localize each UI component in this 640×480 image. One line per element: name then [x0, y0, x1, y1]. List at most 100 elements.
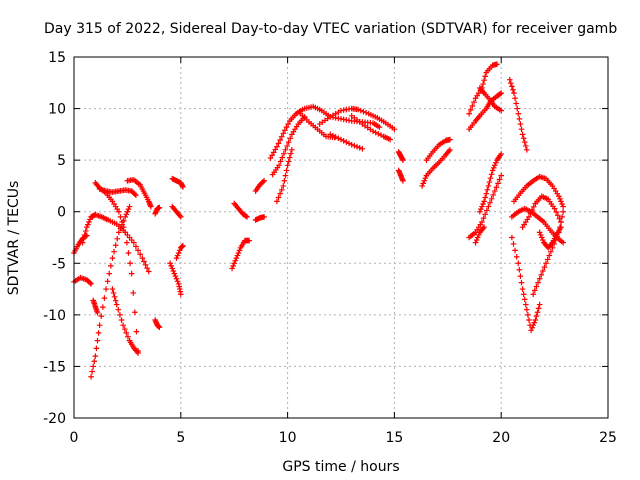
data-point — [555, 212, 561, 219]
data-point — [515, 260, 522, 267]
data-point — [482, 73, 488, 80]
data-point — [172, 273, 179, 279]
data-point — [544, 256, 551, 263]
data-point — [114, 235, 121, 242]
y-tick-label: 0 — [57, 205, 66, 221]
data-point — [119, 219, 125, 225]
data-point — [111, 294, 118, 300]
data-point — [284, 143, 290, 149]
data-point — [519, 286, 526, 292]
data-point — [87, 280, 93, 286]
data-point — [90, 363, 97, 370]
data-point — [548, 248, 554, 255]
data-point — [489, 167, 496, 174]
data-point — [560, 203, 566, 210]
data-point — [491, 162, 498, 169]
data-point — [514, 105, 521, 112]
data-point — [98, 313, 105, 319]
series-arc-41 — [511, 173, 566, 210]
data-point — [473, 237, 480, 243]
data-point — [123, 211, 130, 218]
data-point — [391, 126, 398, 132]
series-arc-13 — [169, 203, 184, 220]
data-point — [527, 210, 534, 217]
data-point — [487, 199, 493, 206]
data-point — [481, 224, 487, 230]
data-point — [482, 194, 488, 201]
data-point — [267, 155, 274, 161]
data-point — [534, 309, 541, 316]
data-point — [512, 247, 518, 254]
data-point — [232, 257, 239, 264]
data-point — [375, 131, 382, 137]
data-point — [528, 327, 534, 334]
data-point — [553, 209, 560, 215]
data-point — [120, 322, 126, 328]
data-point — [260, 179, 266, 185]
data-point — [491, 188, 498, 194]
data-point — [85, 221, 91, 228]
data-point — [354, 143, 360, 150]
series-arc-28 — [395, 149, 406, 163]
data-point — [95, 330, 102, 336]
data-point — [133, 328, 140, 335]
data-point — [376, 124, 383, 130]
data-point — [529, 207, 535, 213]
data-point — [117, 214, 124, 220]
y-tick-label: -20 — [43, 411, 66, 427]
data-point — [511, 90, 517, 96]
data-point — [279, 154, 286, 161]
data-point — [494, 61, 500, 68]
data-point — [170, 268, 177, 274]
data-point — [108, 263, 114, 269]
data-point — [481, 198, 487, 205]
data-point — [343, 139, 350, 145]
data-point — [235, 250, 242, 256]
x-tick-label: 25 — [599, 430, 617, 446]
data-point — [174, 278, 181, 285]
data-point — [524, 306, 530, 313]
data-point — [509, 83, 515, 90]
data-point — [519, 131, 526, 138]
data-point — [517, 273, 524, 279]
data-point — [112, 242, 119, 249]
y-tick-label: -15 — [43, 359, 66, 375]
data-point — [521, 139, 528, 145]
data-point — [541, 264, 548, 270]
data-point — [419, 183, 425, 189]
data-point — [467, 107, 474, 113]
data-point — [278, 133, 285, 140]
data-point — [103, 286, 109, 292]
series-arc-38 — [506, 76, 530, 153]
data-point — [538, 272, 545, 278]
data-point — [132, 191, 138, 197]
data-point — [536, 229, 543, 236]
data-point — [526, 214, 532, 220]
data-point — [180, 184, 186, 190]
data-point — [332, 134, 339, 140]
data-point — [276, 162, 282, 169]
series-arc-36 — [477, 151, 504, 215]
data-point — [533, 313, 540, 319]
data-point — [477, 208, 483, 215]
data-point — [112, 297, 119, 304]
data-point — [277, 158, 284, 165]
data-point — [466, 110, 472, 117]
data-point — [94, 337, 101, 344]
data-point — [363, 109, 369, 116]
data-point — [86, 219, 92, 225]
data-point — [520, 291, 527, 298]
data-point — [525, 312, 531, 318]
data-point — [372, 129, 379, 136]
data-point — [480, 201, 486, 207]
data-point — [116, 229, 122, 236]
data-point — [559, 214, 565, 220]
series-arc-18 — [252, 214, 267, 223]
data-point — [485, 203, 492, 210]
data-point — [530, 204, 537, 210]
data-point — [526, 317, 532, 323]
data-point — [560, 208, 566, 215]
data-point — [493, 159, 499, 166]
data-point — [560, 239, 566, 246]
data-point — [144, 265, 150, 271]
